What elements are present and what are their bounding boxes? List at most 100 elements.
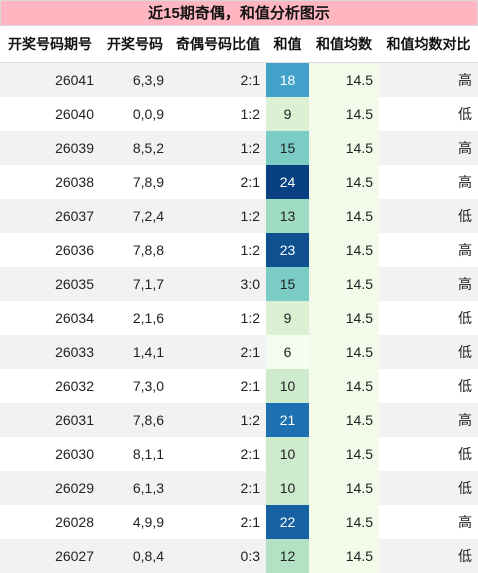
cell-period: 26030 <box>0 437 100 471</box>
cell-compare: 低 <box>379 437 478 471</box>
table-body: 26041 6,3,9 2:1 18 14.5 高 26040 0,0,9 1:2 9 14.5 低 2… <box>0 62 478 573</box>
cell-compare: 高 <box>379 233 478 267</box>
cell-sum: 15 <box>266 131 309 165</box>
table-row: 26027 0,8,4 0:3 12 14.5 低 <box>0 539 478 573</box>
cell-ratio: 1:2 <box>170 199 266 233</box>
cell-avg: 14.5 <box>309 62 379 97</box>
cell-sum: 22 <box>266 505 309 539</box>
table-row: 26028 4,9,9 2:1 22 14.5 高 <box>0 505 478 539</box>
cell-compare: 低 <box>379 97 478 131</box>
cell-period: 26036 <box>0 233 100 267</box>
cell-compare: 高 <box>379 62 478 97</box>
cell-avg: 14.5 <box>309 199 379 233</box>
cell-sum: 21 <box>266 403 309 437</box>
cell-sum: 9 <box>266 97 309 131</box>
table-row: 26034 2,1,6 1:2 9 14.5 低 <box>0 301 478 335</box>
cell-sum: 15 <box>266 267 309 301</box>
cell-numbers: 7,2,4 <box>100 199 170 233</box>
cell-ratio: 2:1 <box>170 62 266 97</box>
cell-avg: 14.5 <box>309 471 379 505</box>
cell-sum: 6 <box>266 335 309 369</box>
cell-numbers: 7,1,7 <box>100 267 170 301</box>
cell-ratio: 2:1 <box>170 505 266 539</box>
cell-ratio: 3:0 <box>170 267 266 301</box>
cell-sum: 23 <box>266 233 309 267</box>
cell-avg: 14.5 <box>309 131 379 165</box>
cell-compare: 低 <box>379 335 478 369</box>
cell-sum: 13 <box>266 199 309 233</box>
cell-compare: 低 <box>379 471 478 505</box>
cell-avg: 14.5 <box>309 335 379 369</box>
table-row: 26037 7,2,4 1:2 13 14.5 低 <box>0 199 478 233</box>
cell-numbers: 0,0,9 <box>100 97 170 131</box>
cell-ratio: 2:1 <box>170 471 266 505</box>
header-ratio: 奇偶号码比值 <box>170 26 266 63</box>
table-row: 26039 8,5,2 1:2 15 14.5 高 <box>0 131 478 165</box>
cell-sum: 10 <box>266 369 309 403</box>
cell-avg: 14.5 <box>309 505 379 539</box>
cell-compare: 高 <box>379 403 478 437</box>
cell-ratio: 1:2 <box>170 131 266 165</box>
header-compare: 和值均数对比 <box>379 26 478 63</box>
header-avg: 和值均数 <box>309 26 379 63</box>
cell-avg: 14.5 <box>309 403 379 437</box>
cell-period: 26041 <box>0 62 100 97</box>
cell-period: 26038 <box>0 165 100 199</box>
cell-sum: 10 <box>266 471 309 505</box>
cell-compare: 低 <box>379 199 478 233</box>
cell-numbers: 7,8,6 <box>100 403 170 437</box>
cell-numbers: 7,3,0 <box>100 369 170 403</box>
cell-period: 26028 <box>0 505 100 539</box>
analysis-table: 开奖号码期号 开奖号码 奇偶号码比值 和值 和值均数 和值均数对比 26041 6… <box>0 26 478 573</box>
cell-ratio: 0:3 <box>170 539 266 573</box>
table-row: 26041 6,3,9 2:1 18 14.5 高 <box>0 62 478 97</box>
cell-period: 26034 <box>0 301 100 335</box>
cell-compare: 低 <box>379 369 478 403</box>
table-row: 26040 0,0,9 1:2 9 14.5 低 <box>0 97 478 131</box>
header-sum: 和值 <box>266 26 309 63</box>
cell-numbers: 7,8,8 <box>100 233 170 267</box>
cell-avg: 14.5 <box>309 97 379 131</box>
table-row: 26033 1,4,1 2:1 6 14.5 低 <box>0 335 478 369</box>
cell-ratio: 2:1 <box>170 437 266 471</box>
cell-avg: 14.5 <box>309 369 379 403</box>
table-title: 近15期奇偶，和值分析图示 <box>0 0 478 26</box>
cell-compare: 高 <box>379 165 478 199</box>
table-row: 26031 7,8,6 1:2 21 14.5 高 <box>0 403 478 437</box>
cell-numbers: 7,8,9 <box>100 165 170 199</box>
cell-avg: 14.5 <box>309 267 379 301</box>
cell-compare: 低 <box>379 539 478 573</box>
cell-compare: 高 <box>379 131 478 165</box>
cell-period: 26032 <box>0 369 100 403</box>
cell-avg: 14.5 <box>309 233 379 267</box>
cell-numbers: 1,4,1 <box>100 335 170 369</box>
cell-avg: 14.5 <box>309 437 379 471</box>
cell-ratio: 2:1 <box>170 369 266 403</box>
cell-compare: 高 <box>379 267 478 301</box>
cell-sum: 24 <box>266 165 309 199</box>
cell-numbers: 4,9,9 <box>100 505 170 539</box>
cell-compare: 高 <box>379 505 478 539</box>
cell-sum: 18 <box>266 62 309 97</box>
cell-period: 26035 <box>0 267 100 301</box>
cell-numbers: 2,1,6 <box>100 301 170 335</box>
cell-ratio: 2:1 <box>170 335 266 369</box>
cell-period: 26031 <box>0 403 100 437</box>
header-row: 开奖号码期号 开奖号码 奇偶号码比值 和值 和值均数 和值均数对比 <box>0 26 478 63</box>
cell-ratio: 1:2 <box>170 403 266 437</box>
cell-period: 26037 <box>0 199 100 233</box>
cell-period: 26027 <box>0 539 100 573</box>
header-numbers: 开奖号码 <box>100 26 170 63</box>
cell-compare: 低 <box>379 301 478 335</box>
cell-numbers: 6,1,3 <box>100 471 170 505</box>
table-row: 26030 8,1,1 2:1 10 14.5 低 <box>0 437 478 471</box>
cell-ratio: 1:2 <box>170 233 266 267</box>
cell-period: 26029 <box>0 471 100 505</box>
cell-ratio: 1:2 <box>170 301 266 335</box>
table-row: 26036 7,8,8 1:2 23 14.5 高 <box>0 233 478 267</box>
cell-avg: 14.5 <box>309 539 379 573</box>
cell-numbers: 8,5,2 <box>100 131 170 165</box>
cell-numbers: 8,1,1 <box>100 437 170 471</box>
cell-period: 26040 <box>0 97 100 131</box>
table-row: 26029 6,1,3 2:1 10 14.5 低 <box>0 471 478 505</box>
